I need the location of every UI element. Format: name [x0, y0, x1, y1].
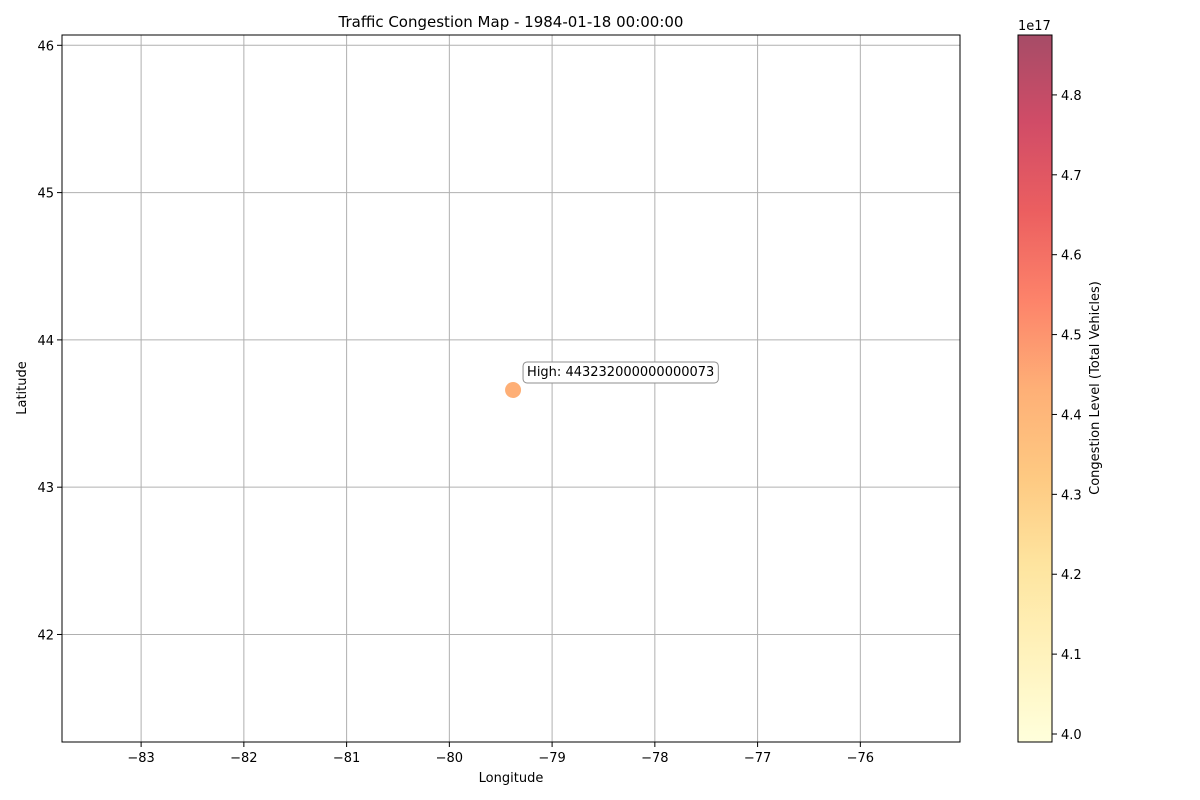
colorbar-tick-label: 4.8 [1061, 89, 1082, 104]
colorbar-tick-label: 4.2 [1061, 568, 1082, 583]
y-tick-label: 43 [37, 481, 54, 496]
y-tick-label: 46 [37, 39, 54, 54]
data-point [505, 381, 522, 398]
scatter-points [505, 381, 522, 398]
chart-title: Traffic Congestion Map - 1984-01-18 00:0… [338, 13, 684, 31]
x-axis-label: Longitude [479, 771, 544, 786]
colorbar [1018, 35, 1052, 742]
x-tick-label: −78 [641, 751, 668, 766]
annotation: High: 443232000000000073 [522, 361, 719, 384]
annotation-box [522, 361, 719, 384]
colorbar-tick-label: 4.0 [1061, 728, 1082, 743]
y-axis-label: Latitude [15, 361, 30, 415]
x-tick-label: −77 [744, 751, 771, 766]
y-tick-label: 45 [37, 187, 54, 202]
x-tick-label: −79 [538, 751, 565, 766]
colorbar-tick-label: 4.1 [1061, 648, 1082, 663]
annotation-text: High: 443232000000000073 [527, 365, 714, 380]
colorbar-label: Congestion Level (Total Vehicles) [1088, 281, 1103, 495]
colorbar-tick-label: 4.5 [1061, 329, 1082, 344]
grid-lines [62, 35, 960, 742]
x-axis-ticks: −83 −82 −81 −80 −79 −78 −77 −76 [127, 742, 874, 766]
x-tick-label: −80 [436, 751, 463, 766]
x-tick-label: −76 [847, 751, 874, 766]
colorbar-tick-label: 4.6 [1061, 249, 1082, 264]
colorbar-tick-label: 4.3 [1061, 488, 1082, 503]
colorbar-frame [1017, 34, 1053, 743]
plot-area-frame [61, 34, 961, 743]
y-tick-label: 42 [37, 628, 54, 643]
y-tick-label: 44 [37, 334, 54, 349]
x-tick-label: −81 [333, 751, 360, 766]
colorbar-tick-label: 4.4 [1061, 408, 1082, 423]
x-tick-label: −83 [127, 751, 154, 766]
y-axis-ticks: 42 43 44 45 46 [37, 39, 62, 643]
colorbar-ticks: 4.0 4.1 4.2 4.3 4.4 4.5 4.6 4.7 4.8 [1052, 89, 1082, 743]
x-tick-label: −82 [230, 751, 257, 766]
colorbar-offset-label: 1e17 [1018, 19, 1051, 34]
colorbar-tick-label: 4.7 [1061, 169, 1082, 184]
